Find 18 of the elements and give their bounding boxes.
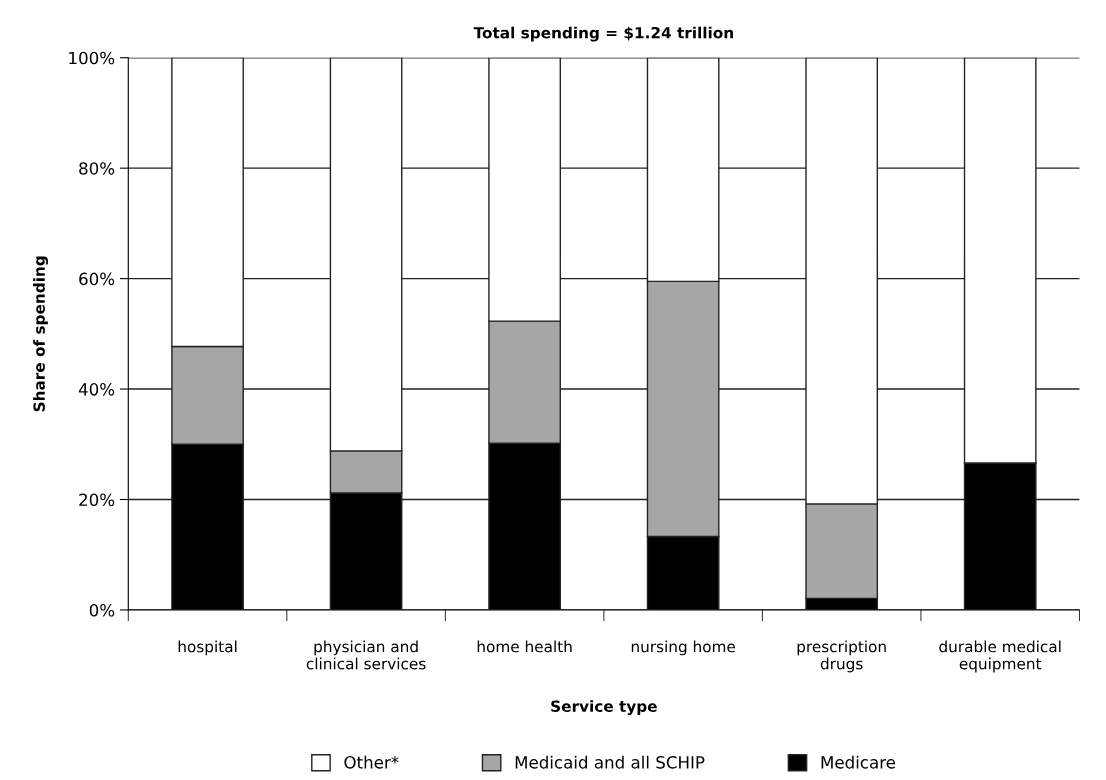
y-tick-label: 40% xyxy=(78,383,115,396)
y-tick-label: 20% xyxy=(79,493,115,507)
x-tick-label: nursing home xyxy=(631,640,736,656)
legend-label: Other* xyxy=(344,755,399,769)
y-tick-label: 60% xyxy=(79,272,115,286)
y-tick-label: 100% xyxy=(69,51,115,65)
y-tick-label: 0% xyxy=(89,603,115,617)
x-tick-label: physician and clinical services xyxy=(306,640,426,670)
x-tick-label: home health xyxy=(477,640,572,653)
x-tick-label: prescription drugs xyxy=(797,640,886,673)
legend-label: Medicare xyxy=(821,755,896,769)
x-axis-title: Service type xyxy=(551,700,657,716)
chart-title: Total spending = $1.24 trillion xyxy=(473,26,733,42)
x-tick-label: hospital xyxy=(178,640,237,656)
y-tick-label: 80% xyxy=(79,162,115,175)
legend-label: Medicaid and all SCHIP xyxy=(515,755,705,769)
x-tick-label: durable medical equipment xyxy=(939,640,1061,673)
y-axis-title: Share of spending xyxy=(33,256,49,412)
